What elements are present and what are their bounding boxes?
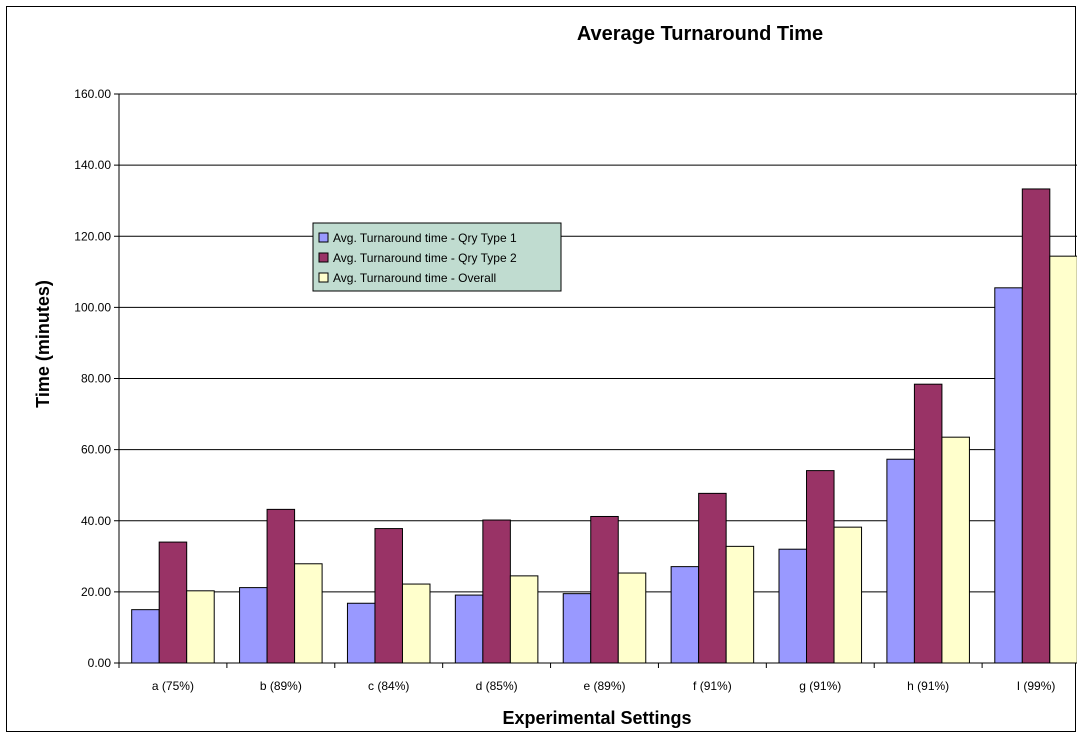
- bar-1-7: [778, 548, 808, 664]
- x-tick-label: g (91%): [799, 679, 841, 693]
- legend-box: [312, 222, 562, 292]
- bar-1-5: [562, 593, 592, 664]
- legend-swatch-1: [318, 232, 329, 243]
- y-tick-label: 140.00: [74, 158, 111, 172]
- bar-3-2: [294, 563, 323, 664]
- bar-1-1: [131, 609, 160, 664]
- bar-3-7: [833, 526, 863, 664]
- x-tick-label: b (89%): [260, 679, 302, 693]
- bar-2-6: [698, 492, 727, 664]
- bar-2-2: [266, 508, 296, 664]
- x-tick-label: h (91%): [907, 679, 949, 693]
- chart-frame: Average Turnaround Time Time (minutes) E…: [6, 6, 1077, 732]
- bar-2-3: [374, 528, 403, 664]
- legend-label-2: Avg. Turnaround time - Qry Type 2: [333, 251, 517, 265]
- bar-2-9: [1021, 188, 1051, 664]
- x-tick-label: f (91%): [693, 679, 732, 693]
- bar-1-3: [346, 602, 376, 664]
- chart-title: Average Turnaround Time: [577, 23, 823, 45]
- bar-3-4: [509, 575, 539, 664]
- y-tick-label: 60.00: [81, 443, 111, 457]
- x-axis-title: Experimental Settings: [502, 708, 691, 728]
- bar-2-7: [806, 470, 835, 664]
- y-tick-label: 80.00: [81, 372, 111, 386]
- x-tick-label: c (84%): [368, 679, 409, 693]
- bar-3-9: [1049, 255, 1077, 664]
- bar-1-9: [994, 287, 1023, 664]
- x-tick-label: a (75%): [152, 679, 194, 693]
- bar-1-4: [454, 594, 484, 664]
- y-tick-label: 0.00: [88, 656, 112, 670]
- bar-2-4: [482, 519, 511, 664]
- bar-3-8: [941, 436, 970, 664]
- bar-3-5: [617, 572, 647, 664]
- y-axis-title: Time (minutes): [33, 280, 53, 408]
- bar-1-6: [670, 566, 700, 664]
- x-tick-label: e (89%): [583, 679, 625, 693]
- plot-area: 0.00 20.00 40.00 60.00 80.00 100.00 120.00 140.…: [74, 87, 1077, 693]
- bar-2-5: [590, 515, 619, 664]
- y-tick-label: 160.00: [74, 87, 111, 101]
- legend-label-1: Avg. Turnaround time - Qry Type 1: [333, 231, 517, 245]
- y-tick-label: 20.00: [81, 585, 111, 599]
- bar-1-2: [239, 587, 268, 664]
- y-tick-label: 40.00: [81, 514, 111, 528]
- bar-3-3: [401, 583, 431, 664]
- bar-2-8: [913, 383, 943, 664]
- y-tick-label: 100.00: [74, 300, 111, 314]
- bar-2-1: [158, 541, 188, 664]
- bar-3-1: [186, 590, 215, 664]
- legend-swatch-2: [318, 252, 329, 263]
- bar-chart: Average Turnaround Time Time (minutes) E…: [33, 23, 1077, 728]
- x-tick-label: I (99%): [1017, 679, 1056, 693]
- bar-1-8: [886, 458, 915, 664]
- bar-3-6: [725, 545, 755, 664]
- legend-swatch-3: [318, 272, 329, 283]
- legend-label-3: Avg. Turnaround time - Overall: [333, 271, 496, 285]
- y-tick-label: 120.00: [74, 229, 111, 243]
- x-tick-label: d (85%): [476, 679, 518, 693]
- legend: Avg. Turnaround time - Qry Type 1 Avg. Tu…: [312, 222, 562, 292]
